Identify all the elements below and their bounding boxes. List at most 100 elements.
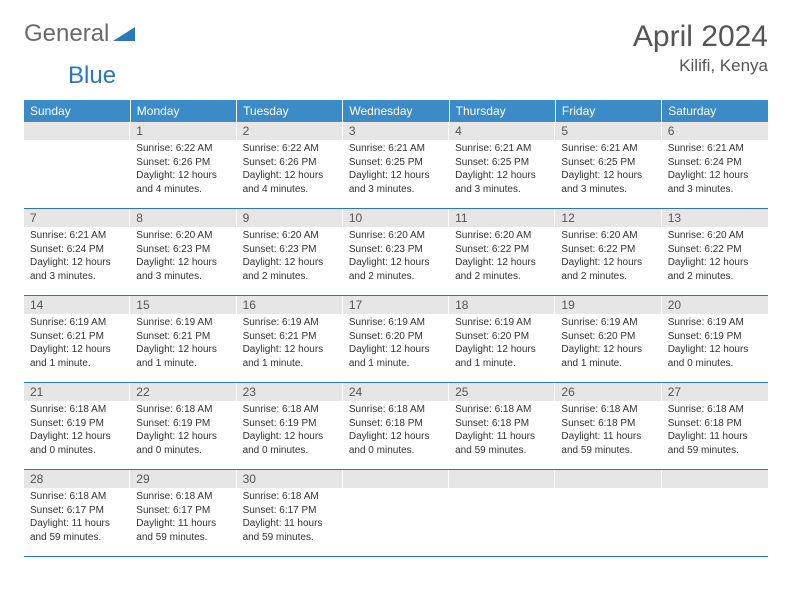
calendar-day-cell: 11Sunrise: 6:20 AMSunset: 6:22 PMDayligh…: [449, 209, 555, 296]
calendar-day-cell: 26Sunrise: 6:18 AMSunset: 6:18 PMDayligh…: [555, 383, 661, 470]
calendar-week-row: 28Sunrise: 6:18 AMSunset: 6:17 PMDayligh…: [24, 470, 768, 557]
calendar-day-cell: 10Sunrise: 6:20 AMSunset: 6:23 PMDayligh…: [343, 209, 449, 296]
calendar-week-row: 14Sunrise: 6:19 AMSunset: 6:21 PMDayligh…: [24, 296, 768, 383]
calendar-day-cell: 21Sunrise: 6:18 AMSunset: 6:19 PMDayligh…: [24, 383, 130, 470]
day-content: Sunrise: 6:21 AMSunset: 6:24 PMDaylight:…: [24, 227, 130, 287]
day-number: 6: [662, 122, 768, 140]
calendar-day-cell: 18Sunrise: 6:19 AMSunset: 6:20 PMDayligh…: [449, 296, 555, 383]
calendar-day-cell: 28Sunrise: 6:18 AMSunset: 6:17 PMDayligh…: [24, 470, 130, 557]
day-number: 29: [130, 470, 236, 488]
day-content: [555, 488, 661, 554]
calendar-day-cell: 3Sunrise: 6:21 AMSunset: 6:25 PMDaylight…: [343, 122, 449, 209]
day-content: Sunrise: 6:21 AMSunset: 6:25 PMDaylight:…: [449, 140, 555, 200]
day-content: [24, 140, 130, 206]
day-content: Sunrise: 6:21 AMSunset: 6:24 PMDaylight:…: [662, 140, 768, 200]
calendar-day-cell: 27Sunrise: 6:18 AMSunset: 6:18 PMDayligh…: [662, 383, 768, 470]
calendar-day-cell: 24Sunrise: 6:18 AMSunset: 6:18 PMDayligh…: [343, 383, 449, 470]
day-content: Sunrise: 6:21 AMSunset: 6:25 PMDaylight:…: [343, 140, 449, 200]
day-content: Sunrise: 6:18 AMSunset: 6:18 PMDaylight:…: [449, 401, 555, 461]
day-content: Sunrise: 6:18 AMSunset: 6:19 PMDaylight:…: [24, 401, 130, 461]
day-content: Sunrise: 6:20 AMSunset: 6:23 PMDaylight:…: [343, 227, 449, 287]
weekday-header: Thursday: [449, 100, 555, 122]
day-number: 4: [449, 122, 555, 140]
day-content: Sunrise: 6:18 AMSunset: 6:17 PMDaylight:…: [237, 488, 343, 548]
day-content: Sunrise: 6:18 AMSunset: 6:18 PMDaylight:…: [662, 401, 768, 461]
day-number: 15: [130, 296, 236, 314]
day-number: 18: [449, 296, 555, 314]
calendar-day-cell: 30Sunrise: 6:18 AMSunset: 6:17 PMDayligh…: [237, 470, 343, 557]
calendar-day-cell: 14Sunrise: 6:19 AMSunset: 6:21 PMDayligh…: [24, 296, 130, 383]
day-content: Sunrise: 6:20 AMSunset: 6:22 PMDaylight:…: [662, 227, 768, 287]
day-content: Sunrise: 6:19 AMSunset: 6:21 PMDaylight:…: [24, 314, 130, 374]
calendar-week-row: 1Sunrise: 6:22 AMSunset: 6:26 PMDaylight…: [24, 122, 768, 209]
day-content: Sunrise: 6:19 AMSunset: 6:19 PMDaylight:…: [662, 314, 768, 374]
calendar-day-cell: 13Sunrise: 6:20 AMSunset: 6:22 PMDayligh…: [662, 209, 768, 296]
calendar-day-cell: 23Sunrise: 6:18 AMSunset: 6:19 PMDayligh…: [237, 383, 343, 470]
day-content: Sunrise: 6:19 AMSunset: 6:20 PMDaylight:…: [343, 314, 449, 374]
day-content: Sunrise: 6:22 AMSunset: 6:26 PMDaylight:…: [237, 140, 343, 200]
calendar-day-cell: 29Sunrise: 6:18 AMSunset: 6:17 PMDayligh…: [130, 470, 236, 557]
calendar-week-row: 21Sunrise: 6:18 AMSunset: 6:19 PMDayligh…: [24, 383, 768, 470]
day-content: Sunrise: 6:18 AMSunset: 6:17 PMDaylight:…: [24, 488, 130, 548]
weekday-header: Sunday: [24, 100, 130, 122]
day-content: Sunrise: 6:20 AMSunset: 6:22 PMDaylight:…: [555, 227, 661, 287]
logo-text-general: General: [24, 20, 109, 48]
day-number: 24: [343, 383, 449, 401]
calendar-header-row: SundayMondayTuesdayWednesdayThursdayFrid…: [24, 100, 768, 122]
day-content: [662, 488, 768, 554]
calendar-day-cell: 20Sunrise: 6:19 AMSunset: 6:19 PMDayligh…: [662, 296, 768, 383]
day-number: 26: [555, 383, 661, 401]
weekday-header: Monday: [130, 100, 236, 122]
day-number: [449, 470, 555, 488]
day-number: [343, 470, 449, 488]
day-number: 12: [555, 209, 661, 227]
calendar-table: SundayMondayTuesdayWednesdayThursdayFrid…: [24, 100, 768, 557]
calendar-day-cell: 12Sunrise: 6:20 AMSunset: 6:22 PMDayligh…: [555, 209, 661, 296]
day-number: 3: [343, 122, 449, 140]
day-number: [555, 470, 661, 488]
calendar-day-cell: [343, 470, 449, 557]
calendar-day-cell: 7Sunrise: 6:21 AMSunset: 6:24 PMDaylight…: [24, 209, 130, 296]
calendar-day-cell: 8Sunrise: 6:20 AMSunset: 6:23 PMDaylight…: [130, 209, 236, 296]
day-number: 25: [449, 383, 555, 401]
day-number: 22: [130, 383, 236, 401]
calendar-day-cell: 19Sunrise: 6:19 AMSunset: 6:20 PMDayligh…: [555, 296, 661, 383]
calendar-week-row: 7Sunrise: 6:21 AMSunset: 6:24 PMDaylight…: [24, 209, 768, 296]
calendar-day-cell: 5Sunrise: 6:21 AMSunset: 6:25 PMDaylight…: [555, 122, 661, 209]
day-content: Sunrise: 6:19 AMSunset: 6:20 PMDaylight:…: [449, 314, 555, 374]
day-content: [343, 488, 449, 554]
day-number: 13: [662, 209, 768, 227]
day-content: Sunrise: 6:19 AMSunset: 6:20 PMDaylight:…: [555, 314, 661, 374]
calendar-day-cell: 16Sunrise: 6:19 AMSunset: 6:21 PMDayligh…: [237, 296, 343, 383]
day-content: Sunrise: 6:22 AMSunset: 6:26 PMDaylight:…: [130, 140, 236, 200]
day-number: 21: [24, 383, 130, 401]
day-number: [662, 470, 768, 488]
weekday-header: Tuesday: [237, 100, 343, 122]
day-number: 23: [237, 383, 343, 401]
day-number: 17: [343, 296, 449, 314]
calendar-body: 1Sunrise: 6:22 AMSunset: 6:26 PMDaylight…: [24, 122, 768, 557]
day-content: Sunrise: 6:18 AMSunset: 6:19 PMDaylight:…: [130, 401, 236, 461]
day-number: 8: [130, 209, 236, 227]
calendar-day-cell: [555, 470, 661, 557]
weekday-header: Wednesday: [343, 100, 449, 122]
day-number: 2: [237, 122, 343, 140]
calendar-day-cell: 6Sunrise: 6:21 AMSunset: 6:24 PMDaylight…: [662, 122, 768, 209]
calendar-day-cell: [24, 122, 130, 209]
day-number: 20: [662, 296, 768, 314]
day-content: Sunrise: 6:19 AMSunset: 6:21 PMDaylight:…: [130, 314, 236, 374]
day-number: 7: [24, 209, 130, 227]
day-content: Sunrise: 6:19 AMSunset: 6:21 PMDaylight:…: [237, 314, 343, 374]
day-content: Sunrise: 6:20 AMSunset: 6:23 PMDaylight:…: [237, 227, 343, 287]
day-content: Sunrise: 6:18 AMSunset: 6:17 PMDaylight:…: [130, 488, 236, 548]
day-content: Sunrise: 6:18 AMSunset: 6:18 PMDaylight:…: [343, 401, 449, 461]
day-content: Sunrise: 6:18 AMSunset: 6:18 PMDaylight:…: [555, 401, 661, 461]
day-number: 5: [555, 122, 661, 140]
day-number: 16: [237, 296, 343, 314]
calendar-day-cell: 1Sunrise: 6:22 AMSunset: 6:26 PMDaylight…: [130, 122, 236, 209]
calendar-day-cell: 25Sunrise: 6:18 AMSunset: 6:18 PMDayligh…: [449, 383, 555, 470]
month-title: April 2024: [633, 20, 768, 54]
calendar-day-cell: 9Sunrise: 6:20 AMSunset: 6:23 PMDaylight…: [237, 209, 343, 296]
logo-triangle-icon: [113, 23, 135, 46]
calendar-day-cell: 4Sunrise: 6:21 AMSunset: 6:25 PMDaylight…: [449, 122, 555, 209]
